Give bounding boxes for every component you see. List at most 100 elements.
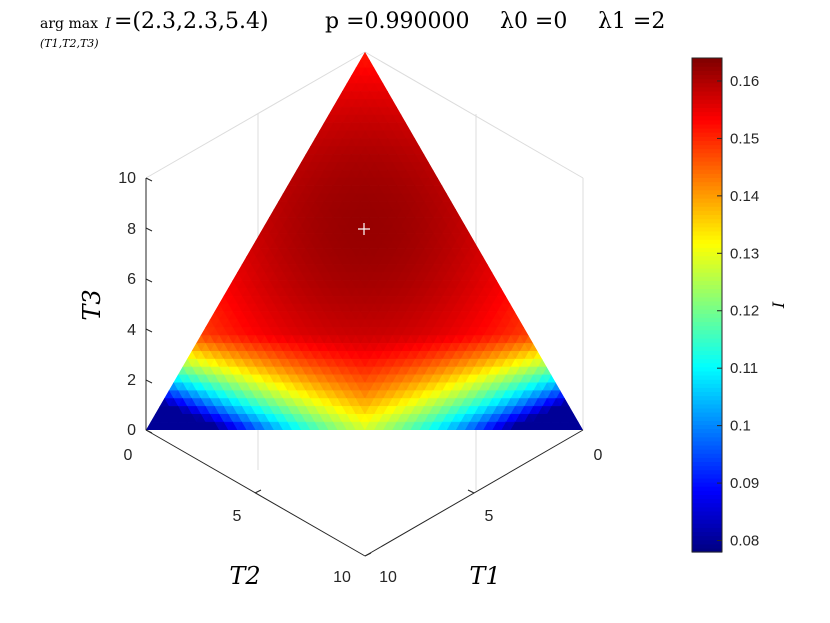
colorbar-band: [692, 399, 722, 405]
colorbar-tick-label: 0.11: [730, 360, 758, 377]
colorbar-band: [692, 346, 722, 351]
colorbar-band: [692, 156, 722, 162]
colorbar-band: [692, 123, 722, 129]
t3-tick-label: 4: [127, 322, 136, 339]
colorbar-band: [692, 111, 722, 117]
colorbar-band: [692, 510, 722, 516]
t3-axis-label: T3: [78, 289, 106, 320]
colorbar-band: [692, 103, 722, 108]
colorbar-band: [692, 366, 722, 372]
colorbar-tick-label: 0.08: [730, 533, 759, 550]
colorbar-band: [692, 358, 722, 364]
colorbar-band: [692, 70, 722, 76]
colorbar-band: [692, 230, 722, 236]
colorbar-tick-label: 0.16: [730, 73, 759, 90]
colorbar-band: [692, 247, 722, 253]
colorbar-band: [692, 395, 722, 401]
colorbar-band: [692, 350, 722, 355]
colorbar-band: [692, 523, 722, 528]
argmax-variable: I: [104, 16, 111, 32]
t1-tick-label: 5: [485, 508, 494, 525]
argmax-value: =(2.3,2.3,5.4): [114, 9, 269, 34]
colorbar-band: [692, 193, 722, 199]
colorbar-band: [692, 272, 722, 277]
t3-axis: [145, 177, 153, 434]
colorbar-band: [692, 547, 722, 553]
colorbar-band: [692, 428, 722, 434]
colorbar-band: [692, 329, 722, 335]
colorbar-band: [692, 469, 722, 475]
colorbar-band: [692, 461, 722, 467]
p-value: p =0.990000: [325, 9, 469, 34]
colorbar-band: [692, 259, 722, 265]
colorbar-band: [692, 490, 722, 495]
colorbar-band: [692, 210, 722, 216]
colorbar-band: [692, 453, 722, 458]
colorbar-band: [692, 58, 722, 63]
colorbar-band: [692, 531, 722, 537]
colorbar-band: [692, 391, 722, 397]
colorbar-band: [692, 477, 722, 483]
heatmap-cell: [146, 421, 156, 430]
colorbar-band: [692, 160, 722, 166]
colorbar-band: [692, 535, 722, 541]
colorbar-band: [692, 473, 722, 479]
colorbar-band: [692, 543, 722, 549]
colorbar-band: [692, 539, 722, 545]
colorbar-band: [692, 482, 722, 487]
colorbar-band: [692, 226, 722, 232]
colorbar-band: [692, 132, 722, 137]
t1-tick-label: 0: [594, 447, 603, 464]
colorbar-band: [692, 383, 722, 388]
colorbar-band: [692, 506, 722, 512]
colorbar-band: [692, 317, 722, 323]
colorbar-band: [692, 82, 722, 88]
colorbar-label: I: [769, 301, 788, 309]
colorbar-tick-label: 0.12: [730, 303, 759, 320]
colorbar-band: [692, 152, 722, 158]
colorbar-band: [692, 119, 722, 125]
colorbar-band: [692, 465, 722, 471]
colorbar-tick-label: 0.13: [730, 245, 759, 262]
colorbar-band: [692, 173, 722, 178]
colorbar-band: [692, 78, 722, 84]
colorbar-band: [692, 333, 722, 339]
colorbar-band: [692, 519, 722, 524]
colorbar-band: [692, 449, 722, 454]
colorbar-band: [692, 136, 722, 141]
t2-tick-label: 0: [124, 447, 133, 464]
colorbar-band: [692, 305, 722, 310]
colorbar-band: [692, 514, 722, 520]
colorbar-tick-label: 0.1: [730, 418, 751, 435]
t1-axis: [364, 429, 584, 557]
colorbar-band: [692, 296, 722, 302]
svg-text:arg max I: arg max I: [40, 16, 111, 32]
colorbar-band: [692, 169, 722, 174]
colorbar-band: [692, 457, 722, 463]
colorbar-band: [692, 243, 722, 248]
colorbar-band: [692, 354, 722, 360]
colorbar-band: [692, 177, 722, 183]
colorbar-band: [692, 62, 722, 67]
colorbar-band: [692, 127, 722, 133]
t3-tick-label: 6: [127, 271, 136, 288]
colorbar-band: [692, 284, 722, 290]
colorbar-band: [692, 309, 722, 314]
colorbar: 0.08 0.09 0.1 0.11 0.12 0.13 0.14 0.15 0.16 I: [691, 57, 788, 553]
colorbar-band: [692, 218, 722, 224]
heatmap-surface: [146, 52, 583, 430]
colorbar-band: [692, 444, 722, 450]
colorbar-band: [692, 416, 722, 421]
t3-tick-label: 10: [118, 170, 136, 187]
t3-tick-label: 2: [127, 372, 136, 389]
colorbar-band: [692, 502, 722, 508]
colorbar-band: [692, 403, 722, 409]
colorbar-band: [692, 263, 722, 269]
colorbar-band: [692, 165, 722, 170]
colorbar-band: [692, 189, 722, 195]
t3-tick-label: 8: [127, 221, 136, 238]
argmax-word: arg max: [40, 16, 98, 32]
colorbar-band: [692, 498, 722, 504]
t2-tick-label: 10: [333, 569, 351, 586]
